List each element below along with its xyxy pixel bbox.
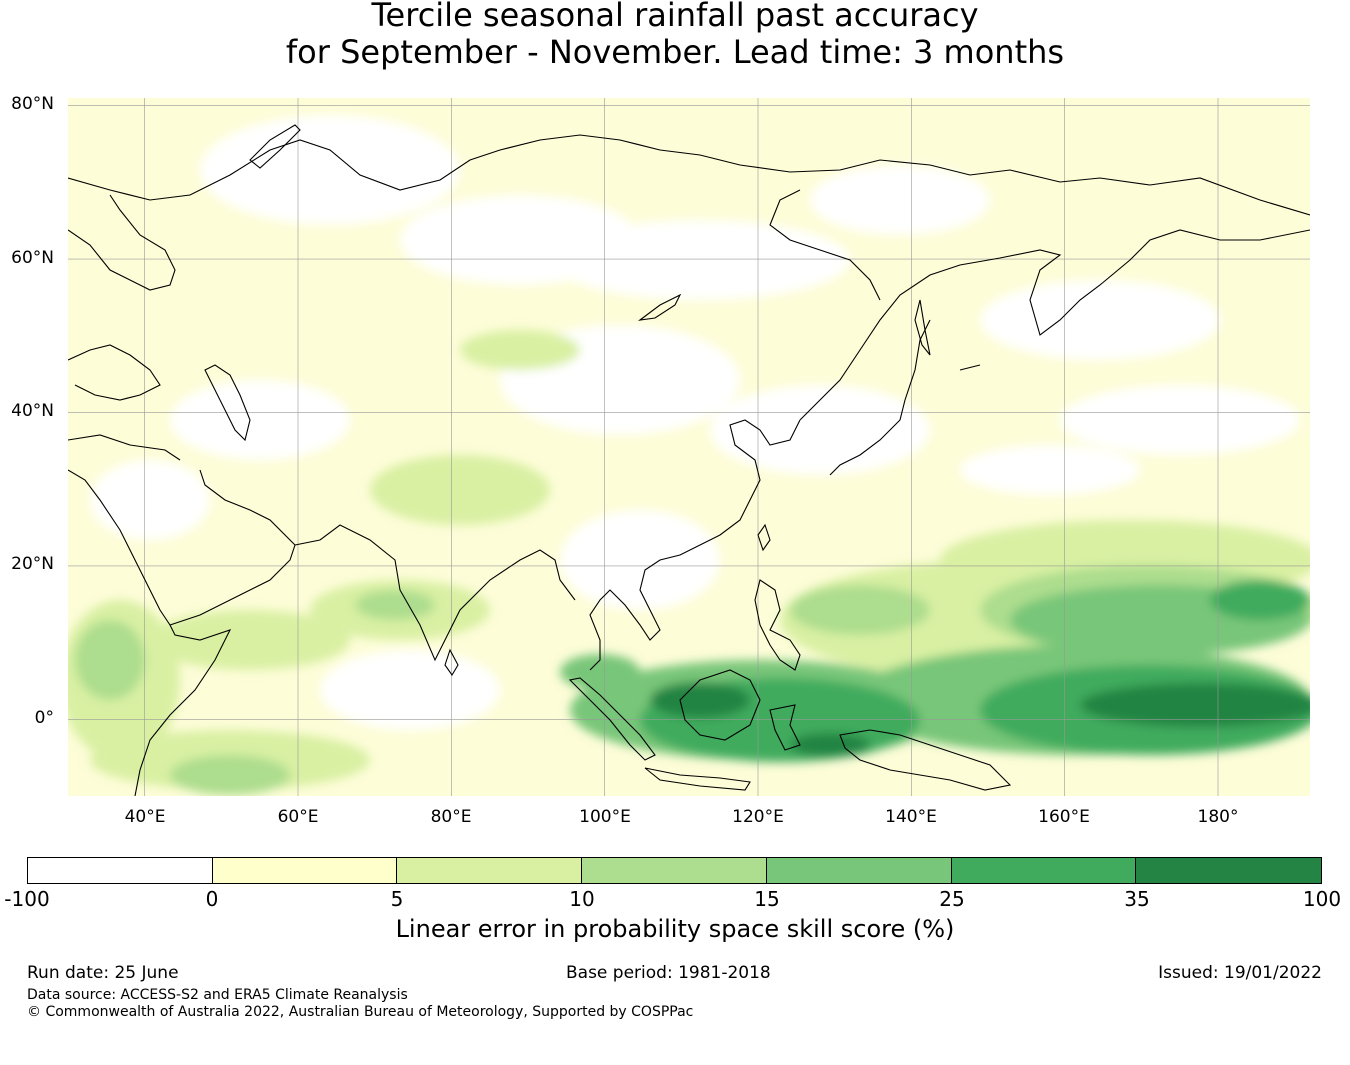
colorbar-segment: [397, 858, 583, 883]
base-period: Base period: 1981-2018: [566, 963, 771, 983]
colorbar-tick: 35: [1124, 887, 1150, 911]
lon-label-40e: 40°E: [124, 807, 166, 827]
lon-label-180: 180°: [1197, 807, 1239, 827]
colorbar-segment: [951, 858, 1137, 883]
colorbar-tick: 10: [569, 887, 595, 911]
lon-label-80e: 80°E: [430, 807, 472, 827]
issued-date: Issued: 19/01/2022: [1158, 963, 1322, 983]
colorbar-tick: 25: [939, 887, 965, 911]
lon-label-60e: 60°E: [277, 807, 319, 827]
copyright: © Commonwealth of Australia 2022, Austra…: [27, 1004, 694, 1020]
colorbar-segment: [1136, 858, 1321, 883]
colorbar-tick: 100: [1302, 887, 1342, 911]
lon-label-100e: 100°E: [579, 807, 631, 827]
lat-label-60n: 60°N: [11, 248, 54, 268]
colorbar-tick: -100: [4, 887, 50, 911]
lat-label-20n: 20°N: [11, 554, 54, 574]
colorbar: [27, 857, 1322, 884]
coastlines: [68, 124, 1310, 796]
lon-label-140e: 140°E: [885, 807, 937, 827]
lat-label-40n: 40°N: [11, 401, 54, 421]
colorbar-segment: [28, 858, 213, 883]
chart-title-line2: for September - November. Lead time: 3 m…: [285, 33, 1065, 71]
colorbar-segment: [766, 858, 952, 883]
lon-label-120e: 120°E: [732, 807, 784, 827]
skill-field: [68, 115, 1310, 795]
colorbar-segment: [582, 858, 767, 883]
colorbar-segment: [212, 858, 398, 883]
colorbar-tick: 0: [205, 887, 219, 911]
colorbar-tick: 15: [754, 887, 780, 911]
data-source: Data source: ACCESS-S2 and ERA5 Climate …: [27, 987, 408, 1003]
colorbar-label: Linear error in probability space skill …: [395, 915, 955, 943]
graticule: [68, 98, 1310, 796]
lon-label-160e: 160°E: [1038, 807, 1090, 827]
chart-title-line1: Tercile seasonal rainfall past accuracy: [371, 0, 979, 34]
run-date: Run date: 25 June: [27, 963, 179, 983]
lat-label-80n: 80°N: [11, 94, 54, 114]
lat-label-0: 0°: [34, 708, 54, 728]
colorbar-tick: 5: [390, 887, 404, 911]
